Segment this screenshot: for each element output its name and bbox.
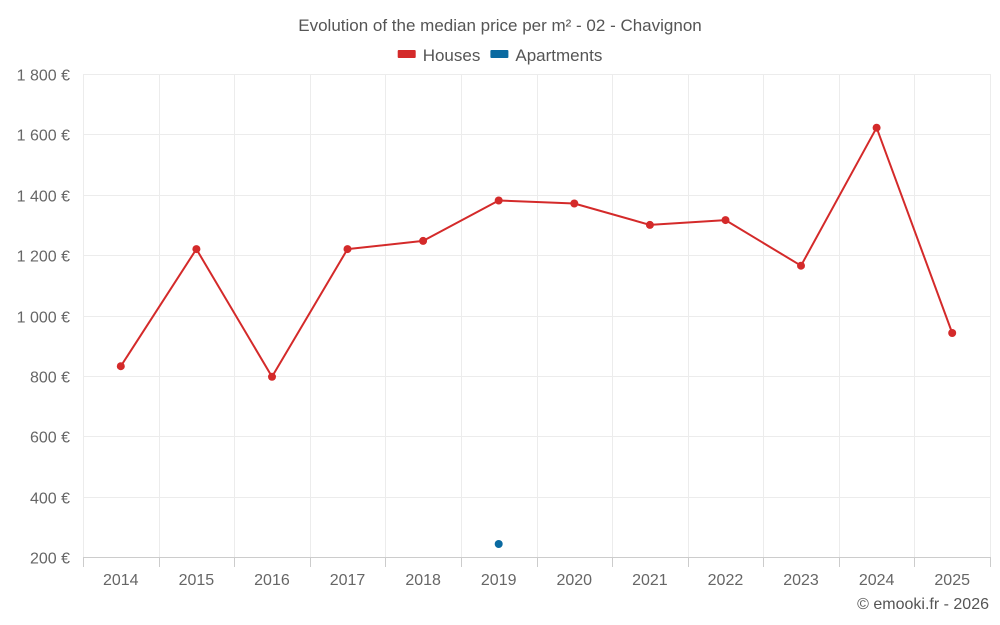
x-tick-label: 2015 — [179, 572, 215, 589]
y-tick-label: 800 € — [30, 370, 70, 387]
y-tick-label: 600 € — [30, 430, 70, 447]
x-tick-label: 2016 — [254, 572, 290, 589]
x-tick-label: 2017 — [330, 572, 366, 589]
y-tick-label: 400 € — [30, 491, 70, 508]
x-tick-label: 2025 — [934, 572, 970, 589]
data-point[interactable] — [268, 372, 276, 381]
data-point[interactable] — [343, 245, 352, 254]
x-tick-label: 2022 — [708, 572, 744, 589]
data-point[interactable] — [116, 362, 125, 371]
legend-swatch[interactable] — [397, 50, 416, 58]
x-tick-label: 2024 — [859, 572, 895, 589]
data-point[interactable] — [721, 216, 730, 225]
y-tick-label: 1 600 € — [17, 128, 70, 145]
x-axis-labels: 2014 2015 2016 2017 2018 2019 2020 2021 2022 2023… — [103, 572, 970, 589]
y-tick-label: 200 € — [30, 551, 70, 568]
x-tick-label: 2019 — [481, 572, 517, 589]
data-point[interactable] — [948, 329, 957, 337]
data-point[interactable] — [797, 261, 805, 270]
data-point[interactable] — [494, 196, 503, 205]
legend-item-houses[interactable]: Houses — [423, 46, 481, 65]
y-tick-label: 1 400 € — [17, 189, 70, 206]
x-tick-label: 2018 — [405, 572, 441, 589]
data-point[interactable] — [494, 540, 503, 548]
series-line — [119, 126, 954, 378]
legend-swatch[interactable] — [490, 50, 509, 58]
y-tick-label: 1 800 € — [17, 68, 70, 85]
series-layer — [116, 123, 957, 548]
credit-text: © emooki.fr - 2026 — [857, 596, 989, 613]
x-tick-label: 2014 — [103, 572, 139, 589]
data-point[interactable] — [570, 199, 579, 208]
x-gridlines — [83, 74, 991, 567]
data-point[interactable] — [419, 236, 428, 245]
chart-title: Evolution of the median price per m² - 0… — [298, 16, 701, 35]
y-axis-labels: 200 € 400 € 600 € 800 € 1 000 € 1 200 € 1 400 … — [17, 68, 70, 568]
y-tick-label: 1 000 € — [17, 310, 70, 327]
x-tick-label: 2021 — [632, 572, 668, 589]
series-apartments — [494, 540, 503, 548]
legend-item-apartments[interactable]: Apartments — [515, 46, 602, 65]
series-houses — [116, 123, 957, 381]
x-tick-label: 2020 — [556, 572, 592, 589]
legend: Houses Apartments — [397, 46, 602, 65]
data-point[interactable] — [192, 245, 201, 254]
data-point[interactable] — [872, 123, 881, 132]
data-point[interactable] — [645, 220, 654, 229]
x-tick-label: 2023 — [783, 572, 819, 589]
y-tick-label: 1 200 € — [17, 249, 70, 266]
